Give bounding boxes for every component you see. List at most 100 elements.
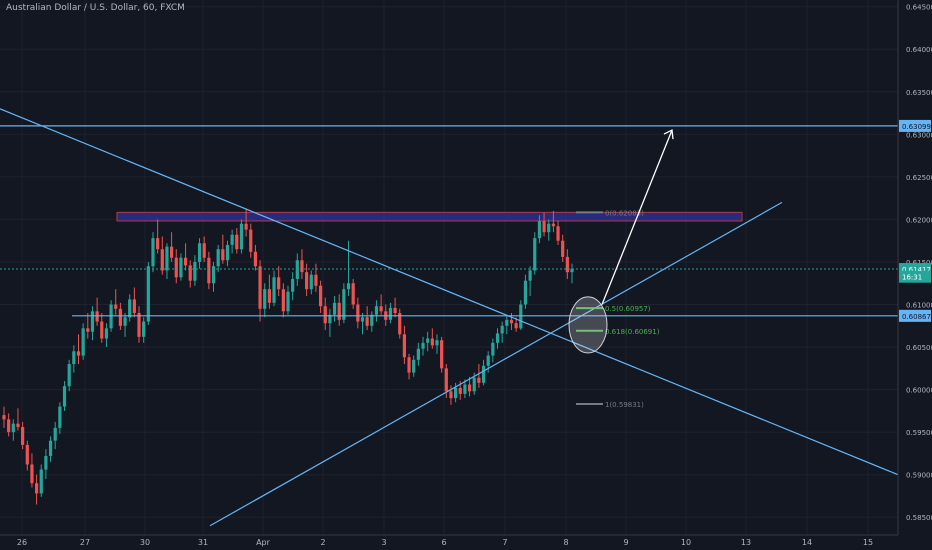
candle-body (267, 289, 271, 303)
candle-body (314, 274, 318, 286)
candle-body (328, 314, 332, 324)
candle-body (505, 319, 509, 326)
candle-body (430, 338, 434, 346)
candle-body (561, 240, 565, 257)
candle-body (39, 469, 43, 494)
candle-body (183, 257, 188, 266)
fib-level-label: 1(0.59831) (605, 401, 644, 409)
candle-body (44, 455, 48, 470)
candle-body (263, 289, 267, 309)
price-badge-label: 0.60867 (902, 313, 931, 321)
candle-body (379, 306, 383, 312)
candle-body (230, 234, 234, 245)
candle-body (62, 386, 67, 407)
candle-body (239, 223, 244, 250)
candle-body (537, 221, 542, 239)
time-tick-label: Apr (256, 538, 271, 547)
candle-body (454, 387, 458, 399)
candle-body (137, 313, 141, 337)
candle-body (114, 304, 118, 309)
candle-body (509, 319, 514, 324)
candle-body (170, 246, 174, 258)
candle-body (318, 285, 323, 307)
candle-body (342, 289, 346, 320)
projection-arrow-line (601, 129, 673, 305)
candle-body (365, 317, 369, 326)
candle-body (337, 302, 341, 320)
target-ellipse (568, 296, 608, 354)
candle-body (435, 340, 439, 346)
time-axis (0, 535, 932, 550)
price-badge (899, 119, 931, 132)
price-badge (899, 270, 931, 283)
candle-body (179, 257, 183, 278)
candle-body (25, 444, 29, 465)
candle-body (309, 274, 313, 290)
candle-body (374, 306, 379, 315)
candle-body (398, 313, 402, 335)
candle-body (472, 377, 476, 392)
candle-body (356, 304, 360, 322)
time-tick-label: 26 (17, 538, 27, 547)
candle-body (90, 311, 95, 332)
candle-body (495, 333, 500, 343)
candle-body (244, 223, 248, 230)
time-tick-label: 15 (863, 538, 873, 547)
candle-body (53, 427, 57, 441)
candle-body (477, 377, 481, 383)
candle-body (11, 423, 15, 433)
candle-body (305, 272, 309, 290)
candle-body (514, 323, 518, 329)
candle-body (351, 283, 355, 305)
candle-body (500, 325, 504, 334)
candle-body (2, 415, 6, 420)
candle-body (123, 317, 127, 326)
price-badge-label: 0.63099 (902, 123, 931, 131)
candle-body (146, 266, 150, 322)
time-tick-label: 6 (441, 538, 446, 547)
candle-body (458, 387, 462, 394)
candle-body (216, 249, 220, 267)
candle-body (132, 299, 136, 314)
candle-body (235, 234, 239, 250)
candle-body (486, 355, 490, 366)
candle-body (34, 483, 39, 494)
candle-body (388, 307, 393, 320)
price-badge-label: 16:31 (902, 274, 922, 282)
candle-body (151, 238, 155, 267)
fib-level-label: 0(0.62083) (605, 209, 644, 217)
candle-body (277, 277, 281, 290)
candle-body (118, 308, 122, 326)
candle-body (100, 321, 104, 339)
candle-body (249, 229, 253, 252)
fib-level-label: 0.5(0.60957) (605, 305, 651, 313)
candle-body (258, 266, 262, 309)
candle-body (551, 223, 555, 227)
candle-body (467, 384, 472, 392)
projection-arrow-head (663, 129, 674, 140)
time-tick-label: 3 (381, 538, 386, 547)
candle-body (332, 302, 337, 315)
candle-body (449, 391, 453, 399)
candle-body (174, 257, 178, 278)
candle-body (542, 221, 546, 233)
price-badge (899, 309, 931, 322)
candle-body (21, 427, 25, 445)
candle-body (156, 238, 160, 250)
fib-level-label: 0.618(0.60691) (605, 328, 660, 336)
candle-body (393, 307, 397, 314)
candle-body (72, 351, 76, 365)
candle-body (346, 283, 351, 290)
candle-body (547, 223, 551, 233)
chart-title: Australian Dollar / U.S. Dollar, 60, FXC… (6, 3, 185, 13)
